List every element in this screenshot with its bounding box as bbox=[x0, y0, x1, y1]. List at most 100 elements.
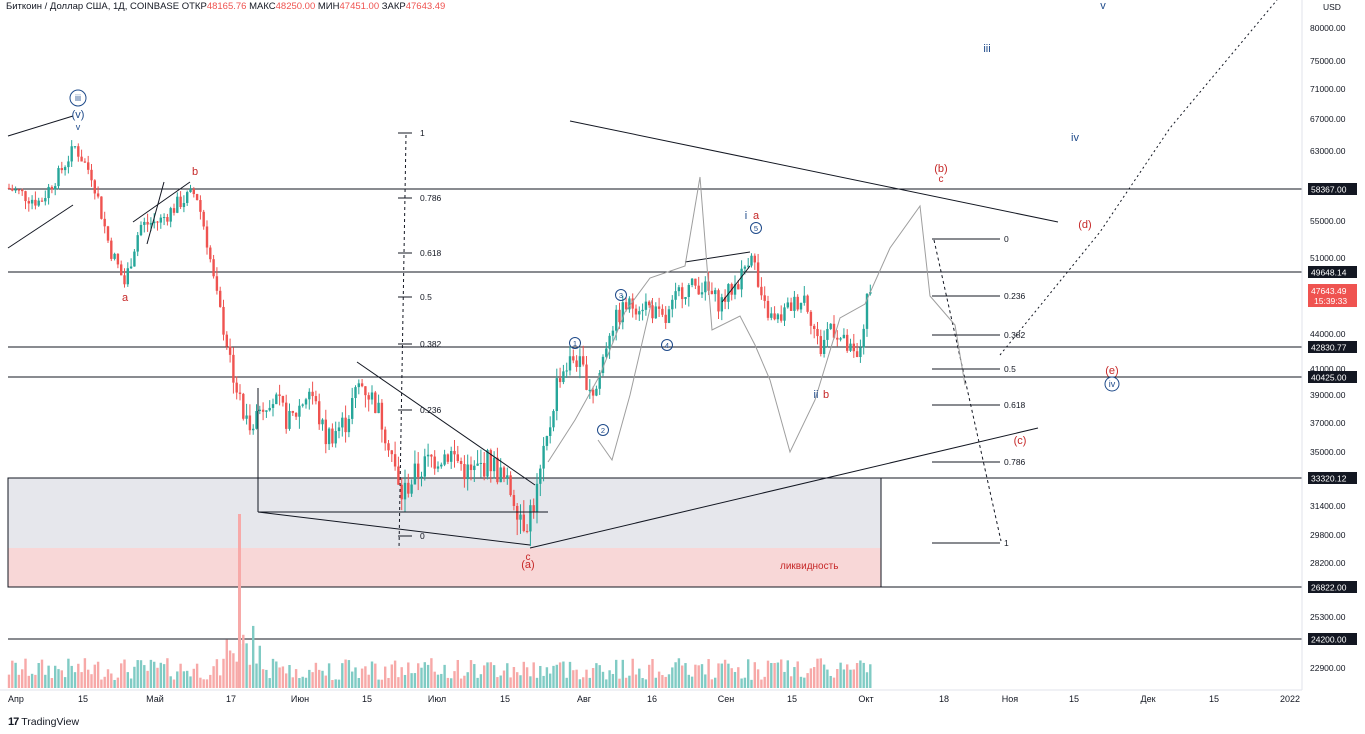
wedge-line-b bbox=[132, 181, 191, 223]
volume-bar bbox=[605, 679, 608, 688]
volume-bar bbox=[486, 662, 489, 688]
volume-bar bbox=[466, 672, 469, 688]
volume-bar bbox=[532, 662, 535, 688]
low-label: МИН bbox=[317, 1, 340, 12]
candle-body bbox=[499, 467, 502, 483]
price-tick: 35000.00 bbox=[1310, 447, 1346, 457]
candle-body bbox=[70, 146, 73, 162]
candle-body bbox=[113, 253, 116, 259]
date-tick: 2022 bbox=[1280, 694, 1300, 704]
date-tick: 15 bbox=[78, 694, 88, 704]
volume-bar bbox=[489, 662, 492, 688]
volume-bar bbox=[228, 650, 232, 688]
volume-bar bbox=[90, 674, 93, 688]
candle-body bbox=[631, 298, 634, 309]
volume-bar bbox=[278, 667, 281, 688]
candle-body bbox=[143, 221, 146, 225]
candle-body bbox=[298, 405, 301, 417]
candle-body bbox=[281, 395, 285, 403]
fib-left-label: 0 bbox=[420, 531, 425, 541]
candle-body bbox=[228, 346, 232, 355]
volume-bar bbox=[681, 665, 684, 688]
volume-bar bbox=[473, 664, 476, 688]
candle-body bbox=[760, 286, 763, 296]
tradingview-logo[interactable]: 17 TradingView bbox=[8, 716, 79, 728]
volume-bar bbox=[14, 662, 17, 688]
triangle-lower-line bbox=[257, 511, 531, 546]
volume-bar bbox=[261, 669, 265, 688]
volume-bar bbox=[558, 662, 562, 688]
candle-body bbox=[796, 296, 799, 310]
candle-body bbox=[667, 309, 671, 323]
volume-bar bbox=[407, 662, 410, 688]
candle-body bbox=[87, 162, 90, 170]
candle-body bbox=[545, 436, 549, 446]
candle-body bbox=[271, 404, 275, 408]
candle-body bbox=[334, 431, 337, 444]
candle-body bbox=[413, 463, 417, 485]
volume-bar bbox=[321, 670, 324, 688]
candle-body bbox=[829, 323, 832, 329]
candle-body bbox=[11, 188, 14, 191]
candle-body bbox=[73, 146, 77, 148]
volume-bar bbox=[314, 662, 318, 688]
candle-body bbox=[169, 208, 172, 222]
volume-bar bbox=[456, 659, 459, 688]
volume-bar bbox=[179, 663, 182, 688]
candle-body bbox=[674, 291, 677, 300]
candle-body bbox=[486, 450, 489, 477]
wave-v-paren-label: (v) bbox=[72, 109, 85, 121]
candle-body bbox=[681, 287, 684, 300]
volume-bar bbox=[367, 674, 370, 688]
candle-body bbox=[773, 313, 776, 320]
volume-bar bbox=[598, 665, 601, 688]
date-tick: Июл bbox=[428, 694, 446, 704]
volume-bar bbox=[410, 673, 413, 688]
wave-a-paren-label: (a) bbox=[521, 559, 534, 571]
volume-bar bbox=[839, 662, 842, 688]
volume-bar bbox=[133, 666, 136, 688]
candle-body bbox=[453, 450, 456, 455]
volume-bar bbox=[773, 662, 776, 688]
candle-body bbox=[628, 298, 631, 310]
volume-bar bbox=[364, 666, 367, 688]
volume-bar bbox=[483, 665, 486, 688]
wave-d-paren-label: (d) bbox=[1078, 219, 1091, 231]
volume-bar bbox=[222, 658, 225, 688]
volume-bar bbox=[400, 667, 403, 688]
volume-bar bbox=[436, 674, 440, 688]
candle-body bbox=[479, 462, 483, 464]
volume-bar bbox=[776, 662, 780, 688]
candle-body bbox=[30, 199, 34, 204]
wave-ii-label: ii bbox=[814, 389, 819, 401]
candle-body bbox=[865, 293, 869, 329]
wave-b-label: b bbox=[192, 166, 198, 178]
candle-body bbox=[809, 311, 813, 326]
volume-bar bbox=[209, 674, 212, 688]
volume-bar bbox=[542, 675, 545, 688]
volume-bar bbox=[403, 674, 407, 688]
volume-bar bbox=[562, 661, 565, 688]
wedge-line-a bbox=[146, 181, 165, 245]
level-label-bg bbox=[1308, 471, 1357, 484]
volume-bar bbox=[146, 670, 149, 688]
date-tick: Сен bbox=[718, 694, 735, 704]
triangle-upper-line bbox=[356, 361, 536, 486]
candle-body bbox=[50, 186, 54, 190]
volume-bar bbox=[615, 659, 618, 688]
candle-body bbox=[47, 186, 50, 199]
candle-body bbox=[813, 325, 816, 329]
wave-iii-label: iii bbox=[75, 93, 81, 103]
candle-body bbox=[430, 454, 433, 457]
wave-b-paren-label: (b) bbox=[934, 163, 947, 175]
volume-bar bbox=[502, 670, 506, 688]
level-label-bg bbox=[1308, 633, 1357, 645]
candle-body bbox=[822, 339, 826, 354]
volume-bar bbox=[50, 678, 54, 688]
candle-body bbox=[624, 302, 628, 310]
price-countdown: 15:39:33 bbox=[1314, 296, 1347, 306]
volume-bar bbox=[717, 663, 720, 688]
volume-bar bbox=[862, 662, 865, 688]
volume-bar bbox=[499, 675, 502, 688]
